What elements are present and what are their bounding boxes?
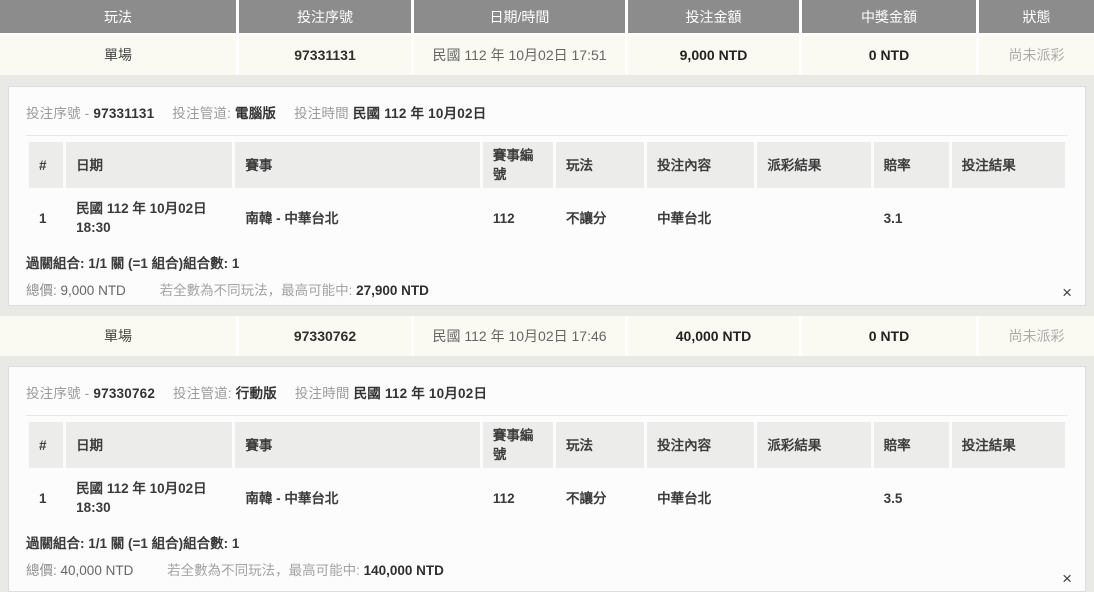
bet-time-value: 民國 112 年 10月02日 (353, 386, 488, 401)
detail-col-content: 投注內容 (647, 422, 755, 468)
combo-summary-line: 過關組合: 1/1 關 (=1 組合)組合數: 1 (26, 256, 240, 271)
detail-cell-content: 中華台北 (657, 490, 712, 506)
detail-col-odds: 賠率 (873, 142, 949, 188)
total-price-label: 總價: (26, 563, 57, 578)
detail-cell-date: 民國 112 年 10月02日 18:30 (76, 481, 207, 515)
totals-line: 總價: 40,000 NTD 若全數為不同玩法，最高可能中: 140,000 N… (26, 559, 1068, 579)
close-icon[interactable]: × (1062, 283, 1072, 302)
panel-divider (26, 135, 1068, 136)
detail-cell-match-no: 112 (492, 490, 515, 506)
detail-col-date: 日期 (66, 142, 233, 188)
bet-detail-panel-1: 投注序號 - 97331131 投注管道: 電腦版 投注時間 民國 112 年 … (8, 86, 1086, 306)
bet-time-label: 投注時間 (294, 106, 349, 121)
cell-serial: 97330762 (239, 316, 411, 356)
cell-datetime: 民國 112 年 10月02日 17:46 (414, 316, 625, 356)
detail-col-match: 賽事 (235, 422, 480, 468)
detail-cell-content: 中華台北 (657, 210, 712, 226)
bet-detail-table-2: # 日期 賽事 賽事編號 玩法 投注內容 派彩結果 賠率 投注結果 1 民國 1… (26, 422, 1068, 528)
detail-cell-payout (757, 188, 870, 248)
detail-col-play: 玩法 (555, 142, 645, 188)
channel-value: 電腦版 (235, 106, 277, 121)
detail-cell-odds: 3.5 (883, 490, 903, 506)
max-win-label: 若全數為不同玩法，最高可能中: (159, 283, 353, 298)
column-header-status: 狀態 (979, 0, 1094, 33)
column-header-play-type: 玩法 (0, 0, 236, 33)
detail-cell-play: 不讓分 (565, 210, 607, 226)
bet-time-value: 民國 112 年 10月02日 (352, 106, 487, 121)
detail-data-row: 1 民國 112 年 10月02日 18:30 南韓 - 中華台北 112 不讓… (29, 468, 1065, 528)
bet-summary-table: 玩法 投注序號 日期/時間 投注金額 中獎金額 狀態 單場 97331131 民… (0, 0, 1094, 75)
detail-col-content: 投注內容 (647, 142, 755, 188)
detail-cell-odds: 3.1 (883, 210, 903, 226)
channel-label: 投注管道: (172, 106, 232, 121)
detail-col-index: # (29, 142, 64, 188)
total-price-value: 40,000 NTD (60, 563, 134, 578)
panel-header-1: 投注序號 - 97331131 投注管道: 電腦版 投注時間 民國 112 年 … (26, 102, 1068, 122)
column-header-bet-amount: 投注金額 (628, 0, 799, 33)
column-header-win-amount: 中獎金額 (802, 0, 976, 33)
serial-value: 97330762 (93, 386, 156, 401)
detail-cell-match: 南韓 - 中華台北 (245, 490, 339, 506)
combo-summary-line: 過關組合: 1/1 關 (=1 組合)組合數: 1 (26, 536, 240, 551)
cell-status: 尚未派彩 (979, 316, 1094, 356)
serial-separator: - (84, 386, 90, 401)
total-price-value: 9,000 NTD (60, 283, 126, 298)
detail-data-row: 1 民國 112 年 10月02日 18:30 南韓 - 中華台北 112 不讓… (29, 188, 1065, 248)
total-price-label: 總價: (26, 283, 57, 298)
channel-value: 行動版 (235, 386, 277, 401)
bet-summary-row-2-wrap: 單場 97330762 民國 112 年 10月02日 17:46 40,000… (0, 316, 1094, 356)
cell-datetime: 民國 112 年 10月02日 17:51 (414, 35, 625, 75)
detail-cell-match-no: 112 (492, 210, 515, 226)
bet-detail-panel-2: 投注序號 - 97330762 投注管道: 行動版 投注時間 民國 112 年 … (8, 366, 1086, 592)
column-header-serial: 投注序號 (239, 0, 411, 33)
cell-serial: 97331131 (239, 35, 411, 75)
close-icon[interactable]: × (1062, 569, 1072, 588)
detail-cell-result (952, 468, 1065, 528)
serial-label: 投注序號 (26, 106, 81, 121)
serial-label: 投注序號 (26, 386, 81, 401)
detail-cell-index: 1 (39, 210, 47, 226)
detail-cell-play: 不讓分 (565, 490, 607, 506)
serial-separator: - (84, 106, 90, 121)
panel-divider (26, 415, 1068, 416)
max-win-value: 140,000 NTD (363, 563, 444, 578)
cell-win-amount: 0 NTD (802, 316, 976, 356)
detail-col-play: 玩法 (555, 422, 645, 468)
detail-cell-index: 1 (39, 490, 47, 506)
detail-col-match: 賽事 (235, 142, 480, 188)
cell-play-type: 單場 (0, 316, 236, 356)
detail-col-odds: 賠率 (873, 422, 949, 468)
bet-detail-table-1: # 日期 賽事 賽事編號 玩法 投注內容 派彩結果 賠率 投注結果 1 民國 1… (26, 142, 1068, 248)
detail-col-payout: 派彩結果 (757, 142, 871, 188)
detail-col-match-no: 賽事編號 (482, 422, 553, 468)
cell-win-amount: 0 NTD (802, 35, 976, 75)
detail-col-match-no: 賽事編號 (482, 142, 553, 188)
cell-play-type: 單場 (0, 35, 236, 75)
detail-col-index: # (29, 422, 64, 468)
detail-col-result: 投注結果 (951, 422, 1065, 468)
detail-col-date: 日期 (66, 422, 233, 468)
cell-bet-amount: 40,000 NTD (628, 316, 799, 356)
panel-header-2: 投注序號 - 97330762 投注管道: 行動版 投注時間 民國 112 年 … (26, 382, 1068, 402)
detail-col-payout: 派彩結果 (757, 422, 871, 468)
max-win-label: 若全數為不同玩法，最高可能中: (167, 563, 360, 578)
serial-value: 97331131 (93, 106, 155, 121)
bet-time-label: 投注時間 (294, 386, 350, 401)
detail-cell-payout (757, 468, 870, 528)
detail-cell-match: 南韓 - 中華台北 (245, 210, 339, 226)
detail-cell-result (952, 188, 1065, 248)
channel-label: 投注管道: (173, 386, 232, 401)
column-header-datetime: 日期/時間 (414, 0, 625, 33)
detail-cell-date: 民國 112 年 10月02日 18:30 (76, 201, 207, 235)
detail-header-row: # 日期 賽事 賽事編號 玩法 投注內容 派彩結果 賠率 投注結果 (29, 142, 1065, 188)
cell-bet-amount: 9,000 NTD (628, 35, 799, 75)
detail-col-result: 投注結果 (951, 142, 1065, 188)
detail-header-row: # 日期 賽事 賽事編號 玩法 投注內容 派彩結果 賠率 投注結果 (29, 422, 1065, 468)
max-win-value: 27,900 NTD (356, 283, 429, 298)
totals-line: 總價: 9,000 NTD 若全數為不同玩法，最高可能中: 27,900 NTD (26, 279, 1068, 299)
cell-status: 尚未派彩 (979, 35, 1094, 75)
